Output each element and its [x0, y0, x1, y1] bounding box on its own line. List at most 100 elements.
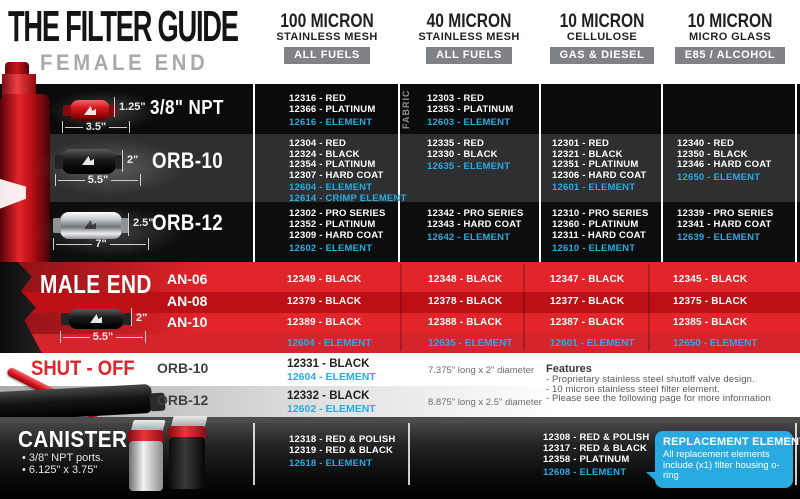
parts-cell: 12301 - RED 12321 - BLACK 12351 - PLATINUM…	[552, 138, 647, 194]
element-numbers: 12616 - ELEMENT	[289, 117, 375, 129]
text-line: 12352 - PLATINUM	[289, 219, 376, 230]
part-cell: 12387 - BLACK	[550, 317, 625, 328]
parts-cell: 12339 - PRO SERIES 12341 - HARD COAT 1263…	[677, 208, 774, 244]
part-cell: 12375 - BLACK	[673, 296, 748, 307]
text-line: 12324 - BLACK	[289, 148, 360, 160]
element-numbers: 12642 - ELEMENT	[427, 232, 524, 244]
dimension-text: 7"	[95, 238, 107, 250]
column-divider	[523, 264, 525, 351]
features-heading: Features	[546, 363, 592, 375]
fuel-badge: E85 / ALCOHOL	[674, 47, 786, 64]
canister-photo-black	[168, 426, 206, 438]
red-filter-photo	[5, 62, 29, 76]
text-line: 12304 - RED	[289, 138, 347, 149]
column-divider	[398, 84, 400, 262]
text-line: 12342 - PRO SERIES	[427, 208, 524, 219]
part-numbers: 12318 - RED & POLISH 12319 - RED & BLACK	[289, 434, 395, 456]
column-title: 100 MICRON	[280, 11, 374, 32]
row-label-an08: AN-08	[167, 293, 208, 309]
text-line: 12307 - HARD COAT	[289, 169, 384, 181]
orb12-filter-image	[53, 212, 129, 239]
canister-photo-silver	[128, 430, 164, 442]
text-line: 12309 - HARD COAT	[289, 230, 384, 241]
element-cell: 12601 - ELEMENT	[550, 338, 635, 349]
part-numbers: 12340 - RED 12350 - BLACK 12346 - HARD COA…	[677, 138, 772, 171]
element-numbers: 12650 - ELEMENT	[677, 172, 772, 184]
column-divider	[648, 264, 650, 351]
height-dimension: 2"	[122, 150, 138, 172]
element-numbers: 12635 - ELEMENT	[427, 161, 510, 173]
text-line: 12335 - RED	[427, 138, 485, 149]
edge-divider	[795, 84, 797, 353]
canister-specs: • 3/8" NPT ports. • 6.125" x 3.75"	[22, 452, 104, 476]
text-line: 12642 - ELEMENT	[427, 232, 511, 243]
length-dimension: 5.5"	[55, 174, 141, 186]
element-cell: 12604 - ELEMENT	[287, 338, 372, 349]
red-filter-photo	[2, 74, 36, 96]
text-line: - Please see the following page for more…	[546, 393, 771, 405]
length-dimension: 5.5"	[60, 331, 146, 343]
text-line: 12340 - RED	[677, 138, 735, 149]
fuel-badge: GAS & DIESEL	[549, 47, 655, 64]
row-label-orb10: ORB-10	[157, 360, 209, 376]
parts-cell: 12304 - RED 12324 - BLACK 12354 - PLATINUM…	[289, 138, 407, 204]
part-cell: 12345 - BLACK	[673, 274, 748, 285]
text-line: 12366 - PLATINUM	[289, 104, 376, 115]
fuel-badge: ALL FUELS	[426, 47, 512, 64]
text-line: 12321 - BLACK	[552, 148, 623, 160]
text-line: 12316 - RED	[289, 93, 347, 104]
length-dimension: 7"	[53, 238, 149, 250]
element-numbers: 12602 - ELEMENT	[289, 243, 386, 255]
parts-cell: 12310 - PRO SERIES 12360 - PLATINUM 12311 …	[552, 208, 649, 255]
column-header-10-micron-cellulose: 10 MICRON CELLULOSE GAS & DIESEL	[532, 12, 672, 64]
parts-cell: 12303 - RED 12353 - PLATINUM 12603 - ELEM…	[427, 93, 513, 129]
height-dimension: 2"	[131, 308, 147, 326]
row-an08-band	[0, 292, 800, 313]
column-header-10-micron-micro-glass: 10 MICRON MICRO GLASS E85 / ALCOHOL	[660, 12, 800, 64]
text-line: 12346 - HARD COAT	[677, 159, 772, 170]
text-line: - 10 micron stainless steel filter eleme…	[546, 383, 720, 395]
column-divider	[539, 84, 541, 262]
column-divider	[400, 264, 402, 351]
size-note: 8.875" long x 2.5" diameter	[428, 397, 542, 408]
row-orb12-band	[0, 202, 800, 262]
text-line: 12310 - PRO SERIES	[552, 208, 649, 219]
text-line: 12639 - ELEMENT	[677, 232, 761, 243]
red-filter-photo	[0, 94, 50, 262]
text-line: 12360 - PLATINUM	[552, 219, 639, 230]
aeromotive-logo-mark	[84, 106, 96, 115]
callout-title: REPLACEMENT ELEMENTS	[663, 436, 800, 448]
canister-title: CANISTER	[18, 426, 128, 452]
element-cell: 12650 - ELEMENT	[673, 338, 758, 349]
part-numbers: 12302 - PRO SERIES 12352 - PLATINUM 12309 …	[289, 208, 386, 241]
row-label-orb12: ORB-12	[152, 210, 224, 235]
dimension-text: 5.5"	[92, 331, 114, 343]
text-line: • 3/8" NPT ports.	[22, 452, 104, 464]
text-line: 12318 - RED & POLISH	[289, 434, 396, 445]
fuel-badge: ALL FUELS	[284, 47, 370, 64]
size-note: 7.375" long x 2" diameter	[428, 365, 535, 376]
text-line: 12301 - RED	[552, 138, 610, 149]
element-number: 12604 - ELEMENT	[287, 371, 376, 383]
callout-body: All replacement elements include (x1) fi…	[663, 449, 780, 481]
element-numbers: 12618 - ELEMENT	[289, 458, 395, 470]
part-cell: 12388 - BLACK	[428, 317, 503, 328]
text-line: 12319 - RED & BLACK	[289, 445, 394, 456]
text-line: 12330 - BLACK	[427, 148, 498, 160]
column-subtitle: MICRO GLASS	[688, 31, 771, 43]
row-npt-band	[0, 84, 800, 134]
element-cell: 12635 - ELEMENT	[428, 338, 513, 349]
text-line: • 6.125" x 3.75"	[22, 463, 98, 476]
part-numbers: 12310 - PRO SERIES 12360 - PLATINUM 12311 …	[552, 208, 649, 241]
page-subtitle: FEMALE END	[40, 50, 209, 75]
part-numbers: 12316 - RED 12366 - PLATINUM	[289, 93, 375, 115]
text-line: 12602 - ELEMENT	[289, 243, 373, 254]
column-subtitle: CELLULOSE	[566, 31, 638, 43]
dimension-text: 5.5"	[87, 174, 109, 186]
part-cell: 12349 - BLACK	[287, 274, 362, 285]
parts-cell: 12342 - PRO SERIES 12343 - HARD COAT 1264…	[427, 208, 524, 244]
male-filter-image	[61, 309, 131, 329]
row-label-an06: AN-06	[167, 271, 208, 287]
part-number: 12332 - BLACK	[287, 390, 370, 402]
column-subtitle: STAINLESS MESH	[276, 31, 378, 43]
